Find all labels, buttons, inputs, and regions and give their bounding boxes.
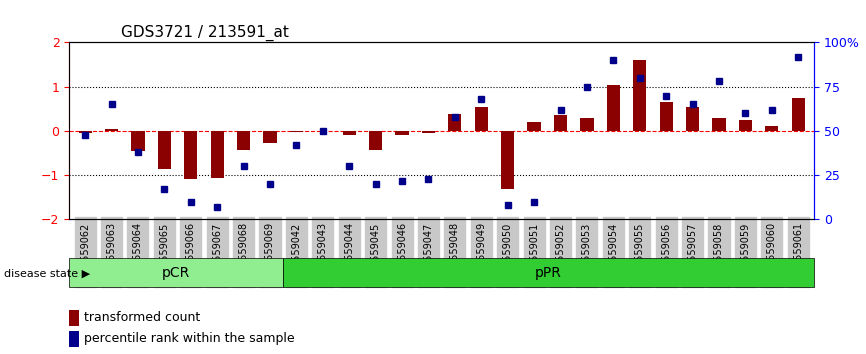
Bar (501, 131, 514, 188)
Bar (343, 131, 356, 135)
Text: percentile rank within the sample: percentile rank within the sample (85, 332, 295, 346)
Bar (210, 131, 223, 178)
Bar (580, 118, 593, 131)
Bar (290, 131, 303, 132)
Text: transformed count: transformed count (85, 311, 201, 324)
Bar (422, 131, 435, 133)
Bar (69, 258, 283, 287)
Bar (263, 131, 276, 143)
Bar (79, 131, 92, 133)
Bar (713, 118, 726, 131)
Bar (396, 131, 409, 135)
Bar (607, 85, 620, 131)
Bar (184, 131, 197, 179)
Bar (69, 331, 79, 347)
Bar (686, 107, 699, 131)
Bar (283, 258, 814, 287)
Bar (554, 115, 567, 131)
Bar (158, 131, 171, 169)
Bar (527, 122, 540, 131)
Bar (449, 114, 462, 131)
Bar (766, 126, 779, 131)
Bar (633, 60, 646, 131)
Text: pCR: pCR (162, 266, 191, 280)
Text: GDS3721 / 213591_at: GDS3721 / 213591_at (121, 25, 289, 41)
Bar (132, 131, 145, 151)
Bar (105, 129, 118, 131)
Bar (475, 107, 488, 131)
Bar (69, 310, 79, 326)
Text: pPR: pPR (535, 266, 562, 280)
Bar (369, 131, 382, 150)
Bar (739, 120, 752, 131)
Text: disease state ▶: disease state ▶ (4, 268, 90, 278)
Bar (660, 102, 673, 131)
Bar (237, 131, 250, 150)
Bar (792, 98, 805, 131)
